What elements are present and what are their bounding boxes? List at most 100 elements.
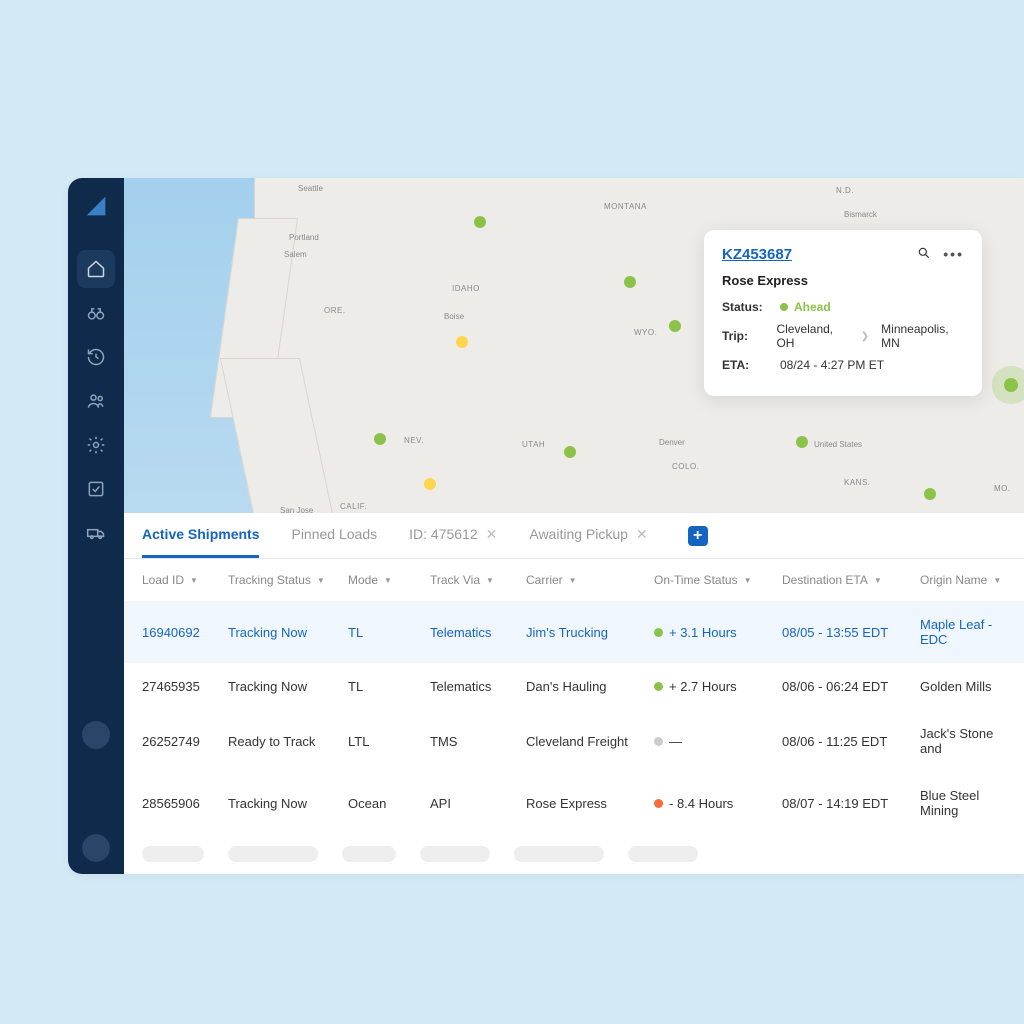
nav-history[interactable] (77, 338, 115, 376)
map-shipment-dot[interactable] (374, 433, 386, 445)
table-cell: TMS (430, 734, 526, 749)
table-row[interactable]: 28565906Tracking NowOceanAPIRose Express… (124, 772, 1024, 834)
nav-truck[interactable] (77, 514, 115, 552)
tab[interactable]: ID: 475612✕ (409, 513, 497, 558)
sort-caret-icon: ▼ (486, 576, 494, 585)
table-column-header[interactable]: Mode ▼ (348, 573, 430, 587)
map-shipment-dot[interactable] (1004, 378, 1018, 392)
table-cell: LTL (348, 734, 430, 749)
map-city-label: Boise (444, 312, 464, 321)
tab[interactable]: Active Shipments (142, 513, 259, 558)
table-column-header[interactable]: On-Time Status▼ (654, 573, 782, 587)
nav-people[interactable] (77, 382, 115, 420)
status-label: Status: (722, 300, 780, 314)
table-cell: — (654, 734, 782, 749)
eta-label: ETA: (722, 358, 780, 372)
status-value: Ahead (794, 300, 831, 314)
table-column-header[interactable]: Destination ETA▼ (782, 573, 920, 587)
map-city-label: Seattle (298, 184, 323, 193)
search-icon[interactable] (917, 246, 931, 263)
map-shipment-dot[interactable] (624, 276, 636, 288)
map-shipment-dot[interactable] (924, 488, 936, 500)
sidebar-avatar-1[interactable] (82, 721, 110, 749)
tab[interactable]: Pinned Loads (291, 513, 377, 558)
map-state-label: CALIF. (340, 502, 367, 511)
map-state-label: MO. (994, 484, 1011, 493)
table-column-header[interactable]: Track Via ▼ (430, 573, 526, 587)
map-city-label: Salem (284, 250, 307, 259)
eta-value: 08/24 - 4:27 PM ET (780, 358, 884, 372)
table-cell: 08/07 - 14:19 EDT (782, 796, 920, 811)
table-row[interactable]: 16940692Tracking NowTLTelematicsJim's Tr… (124, 601, 1024, 663)
table-cell: Blue Steel Mining (920, 788, 1006, 818)
table-cell: 28565906 (142, 796, 228, 811)
nav-settings[interactable] (77, 426, 115, 464)
table-cell: Tracking Now (228, 796, 348, 811)
map-city-label: Portland (289, 233, 319, 242)
ontime-text: - 8.4 Hours (669, 796, 733, 811)
nav-checkbox[interactable] (77, 470, 115, 508)
column-label: Mode (348, 573, 378, 587)
table-cell: Jim's Trucking (526, 625, 654, 640)
nav-home[interactable] (77, 250, 115, 288)
column-label: Origin Name (920, 573, 987, 587)
table-cell: + 2.7 Hours (654, 679, 782, 694)
table-row[interactable]: 26252749Ready to TrackLTLTMSCleveland Fr… (124, 710, 1024, 772)
sort-caret-icon: ▼ (384, 576, 392, 585)
table-cell: Telematics (430, 679, 526, 694)
map-state-label: COLO. (672, 462, 699, 471)
add-tab-button[interactable]: + (688, 526, 708, 546)
sort-caret-icon: ▼ (317, 576, 325, 585)
table-cell: + 3.1 Hours (654, 625, 782, 640)
tab[interactable]: Awaiting Pickup✕ (529, 513, 647, 558)
tab-label: Pinned Loads (291, 526, 377, 542)
map-city-label: San Jose (280, 506, 313, 513)
map-shipment-dot[interactable] (424, 478, 436, 490)
table-cell: API (430, 796, 526, 811)
map-area[interactable]: ORE.IDAHOMONTANAWYO.NEV.UTAHCALIF.COLO.N… (124, 178, 1024, 513)
table-column-header[interactable]: Carrier▼ (526, 573, 654, 587)
column-label: Carrier (526, 573, 563, 587)
table-header: Load ID▼Tracking Status▼Mode ▼ Track Via ▼ C… (124, 559, 1024, 601)
map-shipment-dot[interactable] (796, 436, 808, 448)
map-city-label: United States (814, 440, 862, 449)
close-icon[interactable]: ✕ (636, 526, 648, 543)
map-shipment-dot[interactable] (669, 320, 681, 332)
sidebar (68, 178, 124, 874)
sort-caret-icon: ▼ (993, 576, 1001, 585)
table-cell: Telematics (430, 625, 526, 640)
column-label: On-Time Status (654, 573, 738, 587)
table-cell: - 8.4 Hours (654, 796, 782, 811)
map-state-label: IDAHO (452, 284, 480, 293)
table-row[interactable]: 27465935Tracking NowTLTelematicsDan's Ha… (124, 663, 1024, 710)
column-label: Track Via (430, 573, 480, 587)
map-state-label: ORE. (324, 306, 346, 315)
logo (82, 192, 110, 220)
table-cell: Tracking Now (228, 625, 348, 640)
map-shipment-dot[interactable] (456, 336, 468, 348)
map-shipment-dot[interactable] (564, 446, 576, 458)
shipment-id-link[interactable]: KZ453687 (722, 246, 792, 263)
table-cell: 26252749 (142, 734, 228, 749)
table-cell: 08/06 - 11:25 EDT (782, 734, 920, 749)
ontime-text: + 2.7 Hours (669, 679, 737, 694)
ontime-dot-icon (654, 799, 663, 808)
table-cell: Tracking Now (228, 679, 348, 694)
sidebar-avatar-2[interactable] (82, 834, 110, 862)
main-content: ORE.IDAHOMONTANAWYO.NEV.UTAHCALIF.COLO.N… (124, 178, 1024, 874)
close-icon[interactable]: ✕ (486, 526, 498, 543)
ontime-dot-icon (654, 682, 663, 691)
tabs-bar: Active Shipments Pinned Loads ID: 475612✕ A… (124, 513, 1024, 559)
map-shipment-dot[interactable] (474, 216, 486, 228)
more-icon[interactable]: ••• (943, 246, 964, 263)
map-state-label: MONTANA (604, 202, 647, 211)
app-frame: ORE.IDAHOMONTANAWYO.NEV.UTAHCALIF.COLO.N… (68, 178, 1024, 874)
map-state-label: N.D. (836, 186, 854, 195)
table-cell: Maple Leaf - EDC (920, 617, 1006, 647)
table-cell: Cleveland Freight (526, 734, 654, 749)
table-column-header[interactable]: Origin Name ▼ (920, 573, 1006, 587)
nav-binoculars[interactable] (77, 294, 115, 332)
table-column-header[interactable]: Tracking Status▼ (228, 573, 348, 587)
table-column-header[interactable]: Load ID▼ (142, 573, 228, 587)
map-city-label: Bismarck (844, 210, 877, 219)
